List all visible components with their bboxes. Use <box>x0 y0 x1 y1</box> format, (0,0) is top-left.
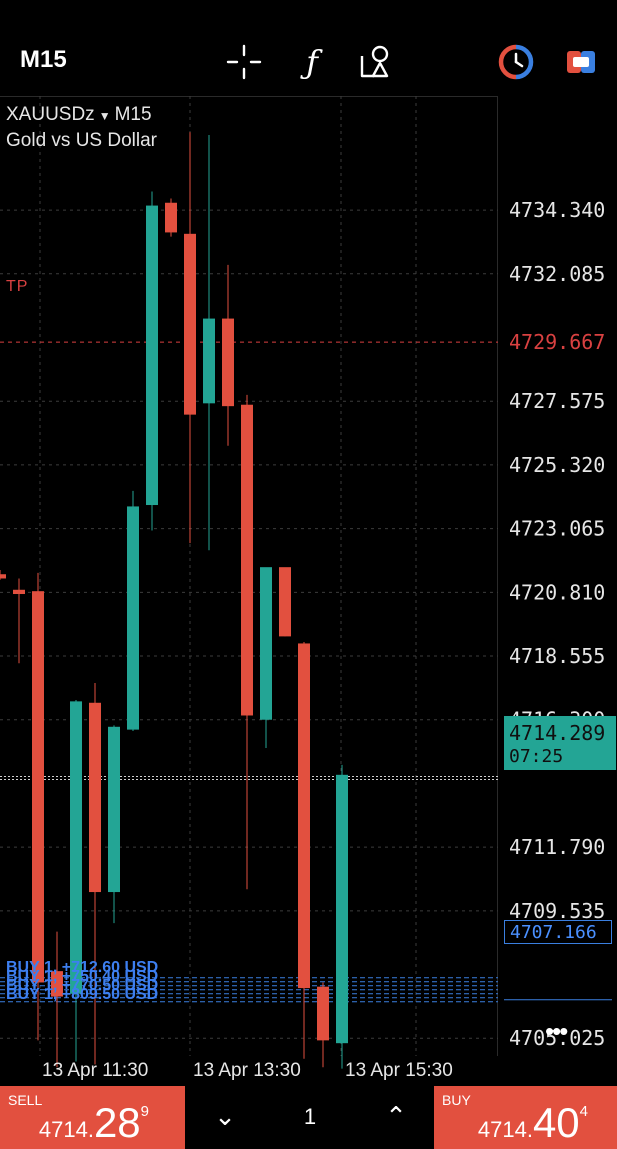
buy-level-price: 4707.166 <box>504 920 612 944</box>
crosshair-icon[interactable] <box>226 44 262 80</box>
candle-body <box>127 506 139 730</box>
more-icon[interactable]: ••• <box>545 1016 568 1046</box>
function-icon[interactable]: ƒ <box>306 43 318 81</box>
candle-body <box>70 701 82 994</box>
candle-body <box>317 986 329 1041</box>
candle-body <box>279 567 291 637</box>
timeframe-button[interactable]: M15 <box>20 46 67 73</box>
current-price-box: 4714.289 07:25 <box>504 716 616 770</box>
bar-countdown: 07:25 <box>509 746 564 767</box>
chart-area[interactable] <box>0 96 498 1056</box>
candle-body <box>165 202 177 233</box>
toggle-icon[interactable] <box>563 44 599 80</box>
x-tick-label: 13 Apr 15:30 <box>345 1060 453 1081</box>
sell-price: 4714.289 <box>38 1099 149 1146</box>
buy-button[interactable]: BUY 4714.404 <box>434 1086 617 1149</box>
trade-bar: SELL 4714.289 ⌄ 1 ⌃ BUY 4714.404 <box>0 1086 617 1149</box>
y-tick-label: 4705.025 <box>509 1026 605 1050</box>
y-tick-label: 4725.320 <box>509 453 605 477</box>
sell-label: SELL <box>8 1092 43 1108</box>
tp-price-label: 4729.667 <box>509 330 605 354</box>
candle-body <box>32 591 44 983</box>
y-tick-label: 4718.555 <box>509 644 605 668</box>
candle-body <box>184 233 196 415</box>
y-tick-label: 4711.790 <box>509 835 605 859</box>
symbol-name: XAUUSDz <box>6 104 95 125</box>
candlestick-chart: 4734.340 4732.085 4727.575 4725.320 4723.065… <box>0 96 612 1069</box>
x-tick-label: 13 Apr 11:30 <box>42 1060 149 1081</box>
candle-body <box>336 774 348 1044</box>
candle-body <box>203 318 215 404</box>
volume-value[interactable]: 1 <box>303 1104 317 1129</box>
candle-body <box>260 567 272 720</box>
y-tick-label: 4709.535 <box>509 899 605 923</box>
candle-body <box>51 971 63 997</box>
quick-trade-icon[interactable] <box>498 44 534 80</box>
current-price: 4714.289 <box>509 721 606 745</box>
candle-body <box>108 726 120 893</box>
top-toolbar: M15 ƒ <box>0 0 617 96</box>
symbol-description: Gold vs US Dollar <box>6 130 157 151</box>
symbol-header: XAUUSDz ▼ M15 <box>6 104 152 126</box>
candle-body <box>13 589 25 595</box>
objects-icon[interactable] <box>358 44 394 80</box>
y-tick-label: 4720.810 <box>509 580 605 604</box>
symbol-timeframe: M15 <box>114 104 152 125</box>
volume-decrease-button[interactable]: ⌄ <box>214 1101 236 1131</box>
candle-body <box>241 404 253 716</box>
y-tick-label: 4734.340 <box>509 198 605 222</box>
x-tick-label: 13 Apr 13:30 <box>193 1060 301 1081</box>
buy-position-label: BUY 1, +809.50 USD <box>6 986 158 1003</box>
buy-position-label: BUY 1, +750.40 USD <box>6 968 158 985</box>
candle-body <box>222 318 234 407</box>
y-tick-label: 4732.085 <box>509 262 605 286</box>
buy-label: BUY <box>442 1092 471 1108</box>
candle-body <box>89 702 101 893</box>
y-tick-label: 4727.575 <box>509 389 605 413</box>
buy-position-label: BUY 1, +712.60 USD <box>6 959 158 976</box>
buy-position-label: BUY 1, +770.50 USD <box>6 977 158 994</box>
candle-body <box>146 205 158 506</box>
y-tick-label: 4723.065 <box>509 517 605 541</box>
candle-body <box>298 643 310 989</box>
volume-increase-button[interactable]: ⌃ <box>385 1101 407 1131</box>
sell-button[interactable]: SELL 4714.289 <box>0 1086 185 1149</box>
tp-label: TP <box>6 278 29 295</box>
dropdown-arrow-icon: ▼ <box>98 109 111 123</box>
candle-body <box>0 574 6 579</box>
buy-price: 4714.404 <box>477 1099 588 1146</box>
